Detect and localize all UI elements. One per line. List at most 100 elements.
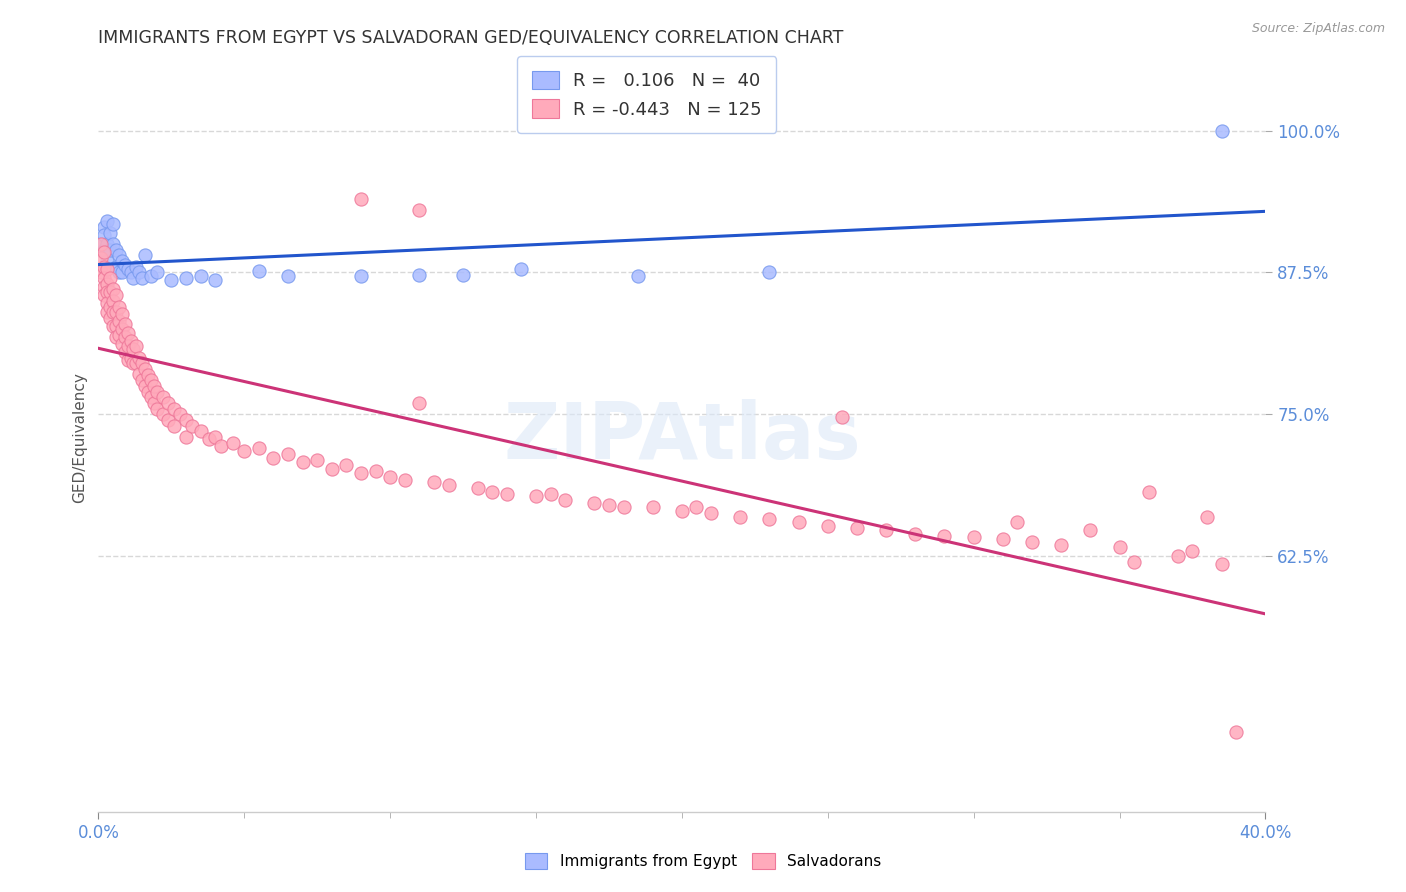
Point <box>96 277 118 291</box>
Legend: R =   0.106   N =  40, R = -0.443   N = 125: R = 0.106 N = 40, R = -0.443 N = 125 <box>517 56 776 133</box>
Point <box>104 318 127 333</box>
Point <box>163 418 186 433</box>
Point <box>758 265 780 279</box>
Point <box>146 384 169 399</box>
Point <box>104 330 127 344</box>
Point <box>101 293 124 308</box>
Point <box>90 251 112 265</box>
Point <box>1225 725 1247 739</box>
Point <box>114 317 136 331</box>
Point <box>117 352 139 367</box>
Point <box>962 530 984 544</box>
Text: ZIPAtlas: ZIPAtlas <box>503 399 860 475</box>
Point <box>117 339 139 353</box>
Point <box>128 367 150 381</box>
Point <box>174 413 197 427</box>
Point <box>96 285 118 299</box>
Point <box>114 345 136 359</box>
Point <box>157 413 180 427</box>
Point <box>104 260 127 274</box>
Point <box>481 484 503 499</box>
Point <box>291 455 314 469</box>
Point <box>108 300 131 314</box>
Point <box>136 384 159 399</box>
Point <box>139 373 162 387</box>
Point <box>96 305 118 319</box>
Point <box>98 310 121 325</box>
Point <box>321 462 343 476</box>
Point <box>451 268 474 282</box>
Point <box>125 260 148 274</box>
Point <box>101 318 124 333</box>
Point <box>93 220 115 235</box>
Point <box>111 322 134 336</box>
Text: Source: ZipAtlas.com: Source: ZipAtlas.com <box>1251 22 1385 36</box>
Point <box>174 271 197 285</box>
Point <box>152 390 174 404</box>
Point <box>627 268 650 283</box>
Point <box>204 273 226 287</box>
Point <box>277 447 299 461</box>
Point <box>730 509 752 524</box>
Point <box>335 458 357 473</box>
Point <box>134 248 156 262</box>
Point <box>104 305 127 319</box>
Point <box>134 362 156 376</box>
Point <box>101 283 124 297</box>
Point <box>685 500 707 515</box>
Point <box>160 273 183 287</box>
Point <box>93 227 115 242</box>
Point <box>146 265 169 279</box>
Point <box>114 258 136 272</box>
Point <box>1108 540 1130 554</box>
Point <box>598 498 620 512</box>
Point <box>111 254 134 268</box>
Point <box>117 326 139 340</box>
Point <box>139 390 162 404</box>
Point <box>221 435 243 450</box>
Point <box>1211 558 1233 572</box>
Point <box>125 339 148 353</box>
Point <box>101 305 124 319</box>
Point <box>787 515 810 529</box>
Point <box>209 439 232 453</box>
Point <box>131 271 153 285</box>
Point <box>169 408 191 422</box>
Point <box>163 401 186 416</box>
Point <box>991 533 1014 547</box>
Point <box>131 373 153 387</box>
Point <box>700 506 723 520</box>
Point <box>350 268 373 283</box>
Point <box>510 262 533 277</box>
Point <box>831 409 853 424</box>
Point <box>233 443 256 458</box>
Point <box>554 492 576 507</box>
Point <box>204 430 226 444</box>
Point <box>408 396 430 410</box>
Point <box>1211 123 1233 137</box>
Point <box>875 523 897 537</box>
Point <box>423 475 446 490</box>
Point <box>152 408 174 422</box>
Point <box>93 243 115 257</box>
Point <box>1181 543 1204 558</box>
Point <box>408 268 430 282</box>
Point <box>136 368 159 382</box>
Point <box>96 254 118 268</box>
Point <box>120 334 142 348</box>
Point <box>96 214 118 228</box>
Point <box>101 237 124 252</box>
Point <box>93 260 115 274</box>
Point <box>307 452 329 467</box>
Point <box>108 265 131 279</box>
Point <box>934 529 956 543</box>
Point <box>146 401 169 416</box>
Point <box>98 226 121 240</box>
Point <box>104 288 127 302</box>
Point <box>139 268 162 283</box>
Point <box>180 418 202 433</box>
Point <box>108 314 131 328</box>
Point <box>93 280 115 294</box>
Point <box>467 481 489 495</box>
Point <box>90 237 112 252</box>
